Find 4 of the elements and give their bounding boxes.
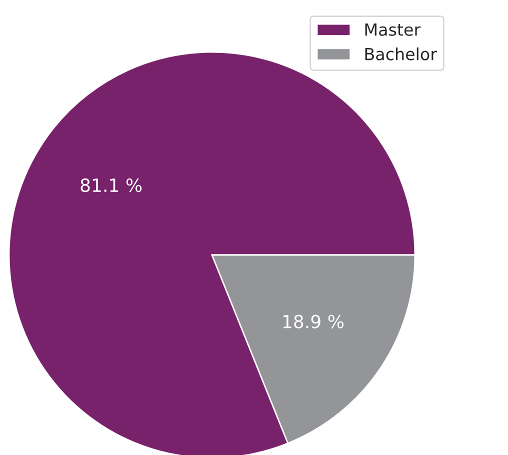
data-label: 18.9 % [283,314,344,328]
legend-label: Bachelor [365,47,437,60]
data-label: 81.1 % [80,178,142,192]
legend-label: Master [365,24,421,36]
